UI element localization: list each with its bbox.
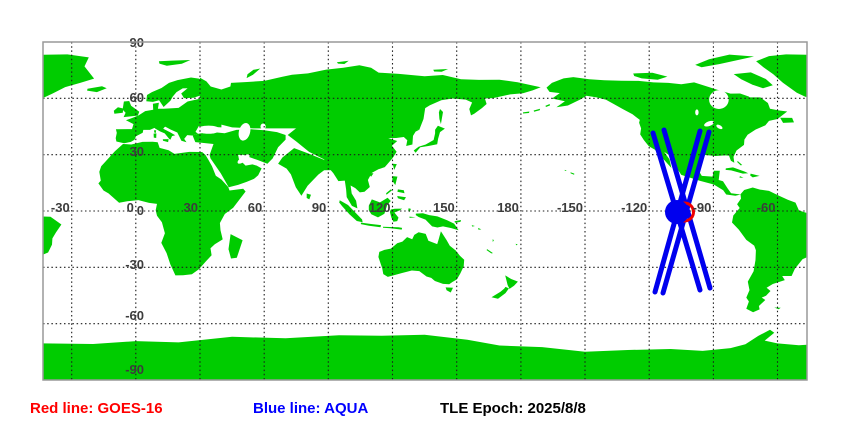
map-frame — [42, 41, 808, 381]
lake-great-lakes-w — [704, 120, 715, 127]
land-jamaica — [739, 176, 744, 178]
land-sardinia — [153, 133, 157, 138]
land-visayas — [397, 189, 405, 194]
land-nz-south — [491, 286, 509, 299]
land-china-se-asia — [287, 125, 420, 209]
land-italy — [154, 126, 176, 140]
land-mindanao — [397, 196, 406, 201]
longitude-label-30: 30 — [184, 200, 198, 215]
land-sri-lanka — [306, 193, 311, 200]
longitude-label--150: -150 — [557, 200, 583, 215]
land-cuba — [725, 167, 749, 174]
land-sicily — [162, 139, 169, 143]
land-borneo — [368, 197, 391, 218]
latitude-label--90: -90 — [125, 362, 144, 377]
lake-caspian-sea — [238, 122, 251, 141]
land-severnaya-zemlya — [336, 60, 349, 64]
land-hawaii-big — [570, 172, 575, 175]
land-south-america — [43, 216, 62, 255]
lake-aral-sea — [260, 123, 266, 130]
land-south-america — [732, 187, 807, 313]
land-sakhalin — [438, 109, 443, 125]
land-greenland-east — [43, 54, 95, 98]
land-solomons-2 — [478, 227, 482, 230]
land-antarctica — [43, 329, 807, 380]
land-luzon — [392, 176, 398, 186]
land-newfoundland — [780, 117, 794, 123]
land-corsica — [154, 130, 157, 134]
land-scandinavia — [146, 77, 204, 107]
longitude-label--30: -30 — [51, 200, 70, 215]
land-ireland — [113, 107, 124, 114]
land-ellesmere — [695, 54, 754, 68]
land-africa — [98, 141, 246, 276]
land-japan — [413, 125, 445, 153]
inland-seas — [197, 90, 729, 164]
legend: Red line: GOES-16 Blue line: AQUA TLE Ep… — [0, 401, 850, 421]
land-falklands — [774, 307, 781, 310]
legend-aqua-label: Blue line: AQUA — [253, 400, 369, 417]
latitude-label--30: -30 — [125, 257, 144, 272]
land-novaya-zemlya — [246, 68, 261, 79]
latitude-label-30: 30 — [130, 144, 144, 159]
longitude-label-120: 120 — [369, 200, 391, 215]
aqua-position-marker — [665, 200, 689, 224]
land-hainan — [368, 173, 374, 177]
land-bahamas — [736, 161, 743, 166]
land-new-caledonia — [486, 249, 493, 254]
land-india — [278, 148, 334, 196]
longitude-label-180: 180 — [497, 200, 519, 215]
longitude-label--60: -60 — [757, 200, 776, 215]
land-greenland-west — [756, 54, 807, 98]
land-great-britain — [122, 101, 140, 118]
graticule — [43, 42, 807, 380]
lake-persian-gulf — [237, 154, 250, 164]
longitude-label-150: 150 — [433, 200, 455, 215]
land-madagascar — [228, 234, 243, 259]
land-svalbard — [158, 60, 191, 66]
lake-lake-winnipeg — [695, 109, 699, 116]
land-victoria-banks-islands — [633, 72, 668, 80]
land-aleutians-2 — [533, 108, 541, 112]
longitude-label-60: 60 — [248, 200, 262, 215]
land-tasmania — [445, 287, 453, 293]
land-new-siberian-islands — [433, 69, 449, 72]
land-nz-north — [505, 275, 518, 289]
legend-goes16-label: Red line: GOES-16 — [30, 400, 163, 417]
land-middle-east-central-asia — [192, 129, 286, 188]
land-aleutians-1 — [523, 111, 530, 114]
land-europe — [115, 97, 222, 144]
longitude-label-0: 0 — [127, 200, 134, 215]
land-fiji — [515, 243, 518, 246]
land-palawan — [386, 189, 393, 195]
coordinate-labels: -30 0 30 60 90 120 150 180 -150 -120 -90 -609060300… — [51, 35, 776, 377]
land-new-britain — [454, 220, 461, 223]
land-baffin-island — [733, 72, 773, 89]
land-hawaii-oahu — [564, 169, 567, 171]
latitude-label-0: 0 — [137, 203, 144, 218]
longitude-label--90: -90 — [693, 200, 712, 215]
longitude-label-90: 90 — [312, 200, 326, 215]
lake-great-lakes-e — [716, 124, 723, 130]
latitude-label-60: 60 — [130, 90, 144, 105]
lake-black-sea — [197, 125, 220, 134]
land-vanuatu — [492, 239, 494, 242]
land-java — [360, 222, 381, 228]
land-solomons-1 — [471, 225, 475, 227]
land-aleutians-3 — [545, 104, 550, 107]
land-new-guinea — [415, 213, 459, 231]
land-australia — [378, 231, 465, 285]
longitude-label--120: -120 — [621, 200, 647, 215]
latitude-label--60: -60 — [125, 308, 144, 323]
land-ceram — [409, 216, 416, 218]
lake-hudson-bay — [709, 90, 729, 109]
land-hispaniola — [750, 173, 760, 178]
land-taiwan — [392, 163, 397, 170]
land-russia-siberia — [198, 65, 541, 130]
land-iceland — [87, 86, 107, 93]
legend-tle-epoch-label: TLE Epoch: 2025/8/8 — [440, 400, 586, 417]
